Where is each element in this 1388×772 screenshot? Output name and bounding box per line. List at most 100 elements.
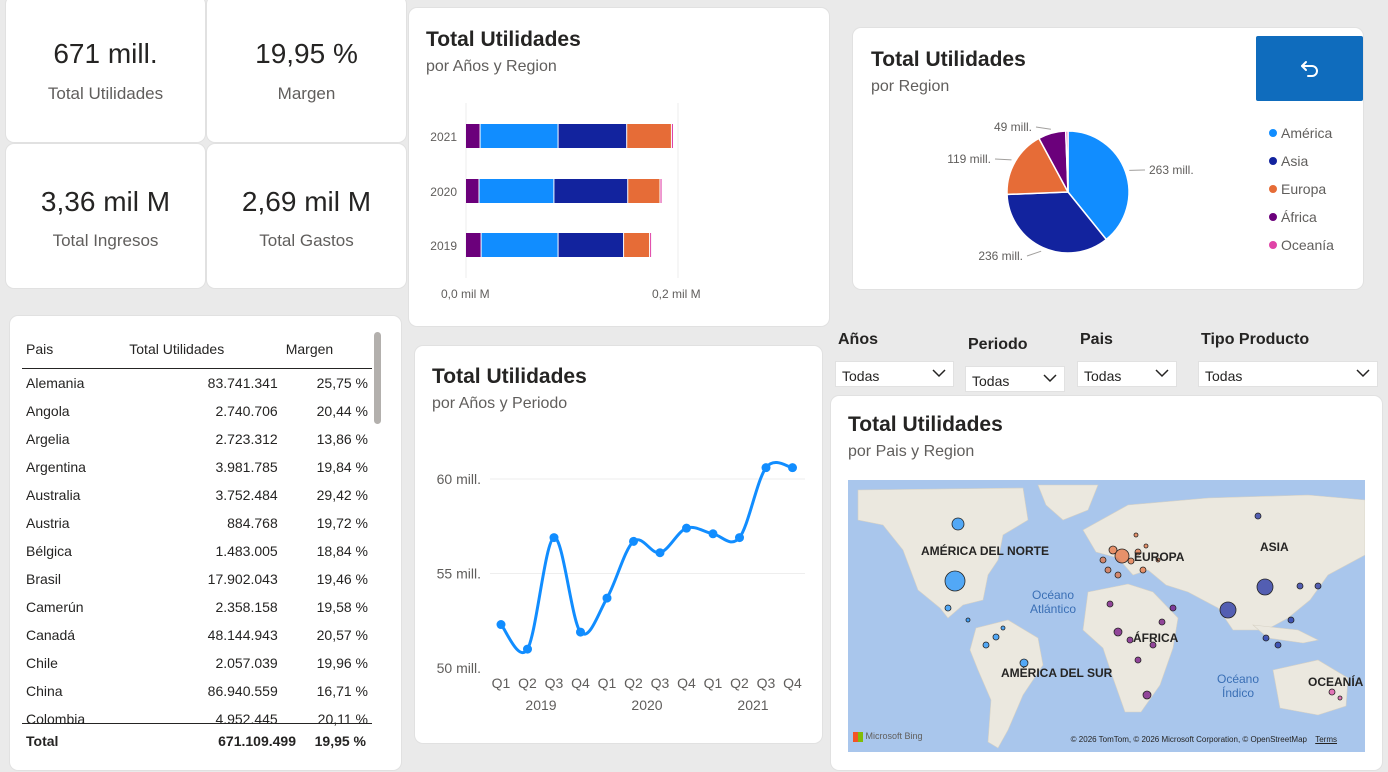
map-bubble[interactable] [1328,688,1336,696]
pie-chart-card[interactable]: Total Utilidades por Region 263 mill. 236… [853,28,1363,289]
map-bubble[interactable] [1169,604,1177,612]
kpi-card-margen[interactable]: 19,95 % Margen [207,0,406,142]
column-header-pais[interactable]: Pais [26,341,54,357]
back-button[interactable] [1256,36,1363,101]
map-bubble[interactable] [1000,625,1006,631]
pie-slice[interactable] [1006,191,1108,254]
slicer-dropdown-pais[interactable]: Todas [1077,361,1177,387]
map-bubble[interactable] [1262,634,1270,642]
data-point[interactable] [496,620,506,630]
bar-segment[interactable] [627,124,671,148]
data-point[interactable] [788,463,797,473]
map-bubble[interactable] [1113,627,1123,637]
data-point[interactable] [602,593,612,603]
data-point[interactable] [761,463,771,473]
bar-segment[interactable] [554,179,628,203]
slicer-dropdown-periodo[interactable]: Todas [965,366,1065,392]
bar-segment[interactable] [466,179,479,203]
map-bubble[interactable] [982,641,990,649]
bar-segment[interactable] [480,124,558,148]
map-bubble[interactable] [1142,690,1152,700]
map-bubble[interactable] [1114,571,1122,579]
bar-segment[interactable] [558,233,624,257]
bar-segment[interactable] [558,124,627,148]
bar-segment[interactable] [660,179,662,203]
legend-label[interactable]: Asia [1281,153,1308,169]
map-bubble[interactable] [992,633,1000,641]
kpi-card-utilidades[interactable]: 671 mill. Total Utilidades [6,0,205,142]
map-card[interactable]: Total Utilidades por Pais y Region AMÉRI… [831,396,1382,770]
table-row[interactable]: Canadá 48.144.943 20,57 % [22,621,372,649]
map-bubble[interactable] [1155,557,1161,563]
table-row[interactable]: Australia 3.752.484 29,42 % [22,481,372,509]
map-bubble[interactable] [951,517,965,531]
bar-segment[interactable] [628,179,660,203]
table-row[interactable]: Chile 2.057.039 19,96 % [22,649,372,677]
data-point[interactable] [523,644,532,654]
map-bubble[interactable] [1274,641,1282,649]
bar-segment[interactable] [650,233,652,257]
map-bubble[interactable] [1104,566,1112,574]
legend-label[interactable]: América [1281,125,1333,141]
data-point[interactable] [655,548,665,558]
bar-segment[interactable] [479,179,554,203]
terms-link[interactable]: Terms [1315,735,1337,744]
bar-segment[interactable] [466,233,481,257]
map-bubble[interactable] [1134,548,1142,556]
kpi-card-gastos[interactable]: 2,69 mil M Total Gastos [207,144,406,288]
legend-label[interactable]: África [1281,209,1317,225]
map-bubble[interactable] [1133,532,1139,538]
data-point[interactable] [682,523,691,533]
table-row[interactable]: Argentina 3.981.785 19,84 % [22,453,372,481]
map-bubble[interactable] [1158,618,1166,626]
map-bubble[interactable] [1296,582,1304,590]
bar-segment[interactable] [624,233,650,257]
map-bubble[interactable] [1126,636,1134,644]
map-bubble[interactable] [1019,658,1029,668]
table-row[interactable]: Bélgica 1.483.005 18,84 % [22,537,372,565]
map-bubble[interactable] [1149,641,1157,649]
map-bubble[interactable] [1114,548,1130,564]
pie-slice[interactable] [1064,130,1069,193]
map-bubble[interactable] [1314,582,1322,590]
map-bubble[interactable] [1287,616,1295,624]
table-row[interactable]: Argelia 2.723.312 13,86 % [22,425,372,453]
table-row[interactable]: Camerún 2.358.158 19,58 % [22,593,372,621]
table-row[interactable]: China 86.940.559 16,71 % [22,677,372,705]
table-row[interactable]: Austria 884.768 19,72 % [22,509,372,537]
data-point[interactable] [735,533,744,543]
map-bubble[interactable] [944,570,966,592]
bar-segment[interactable] [671,124,673,148]
map-bubble[interactable] [1108,545,1118,555]
data-point[interactable] [576,627,585,637]
map-bubble[interactable] [944,604,952,612]
map-bubble[interactable] [965,617,971,623]
table-scrollbar[interactable] [374,332,381,424]
pie-slice[interactable] [1006,137,1070,196]
map-bubble[interactable] [1143,543,1149,549]
map-bubble[interactable] [1254,512,1262,520]
column-header-utilidades[interactable]: Total Utilidades [129,341,225,357]
column-header-margen[interactable]: Margen [285,341,334,357]
kpi-card-ingresos[interactable]: 3,36 mil M Total Ingresos [6,144,205,288]
bar-segment[interactable] [481,233,558,257]
bar-segment[interactable] [466,124,480,148]
legend-label[interactable]: Oceanía [1281,237,1334,253]
map-bubble[interactable] [1127,557,1135,565]
slicer-dropdown-anos[interactable]: Todas [835,361,954,387]
map-bubble[interactable] [1256,578,1274,596]
map-bubble[interactable] [1139,566,1147,574]
table-card[interactable] [10,316,401,770]
map-bubble[interactable] [1219,601,1237,619]
map-canvas[interactable]: AMÉRICA DEL NORTE EUROPA ASIA ÁFRICA AMÉ… [848,480,1365,752]
map-bubble[interactable] [1106,600,1114,608]
data-point[interactable] [629,536,638,546]
map-bubble[interactable] [1099,556,1107,564]
table-row[interactable]: Alemania 83.741.341 25,75 % [22,369,372,398]
pie-slice[interactable] [1067,130,1130,241]
map-bubble[interactable] [1337,695,1343,701]
table-row[interactable]: Angola 2.740.706 20,44 % [22,397,372,425]
data-point[interactable] [708,529,718,539]
legend-label[interactable]: Europa [1281,181,1326,197]
slicer-dropdown-tipo-producto[interactable]: Todas [1198,361,1378,387]
